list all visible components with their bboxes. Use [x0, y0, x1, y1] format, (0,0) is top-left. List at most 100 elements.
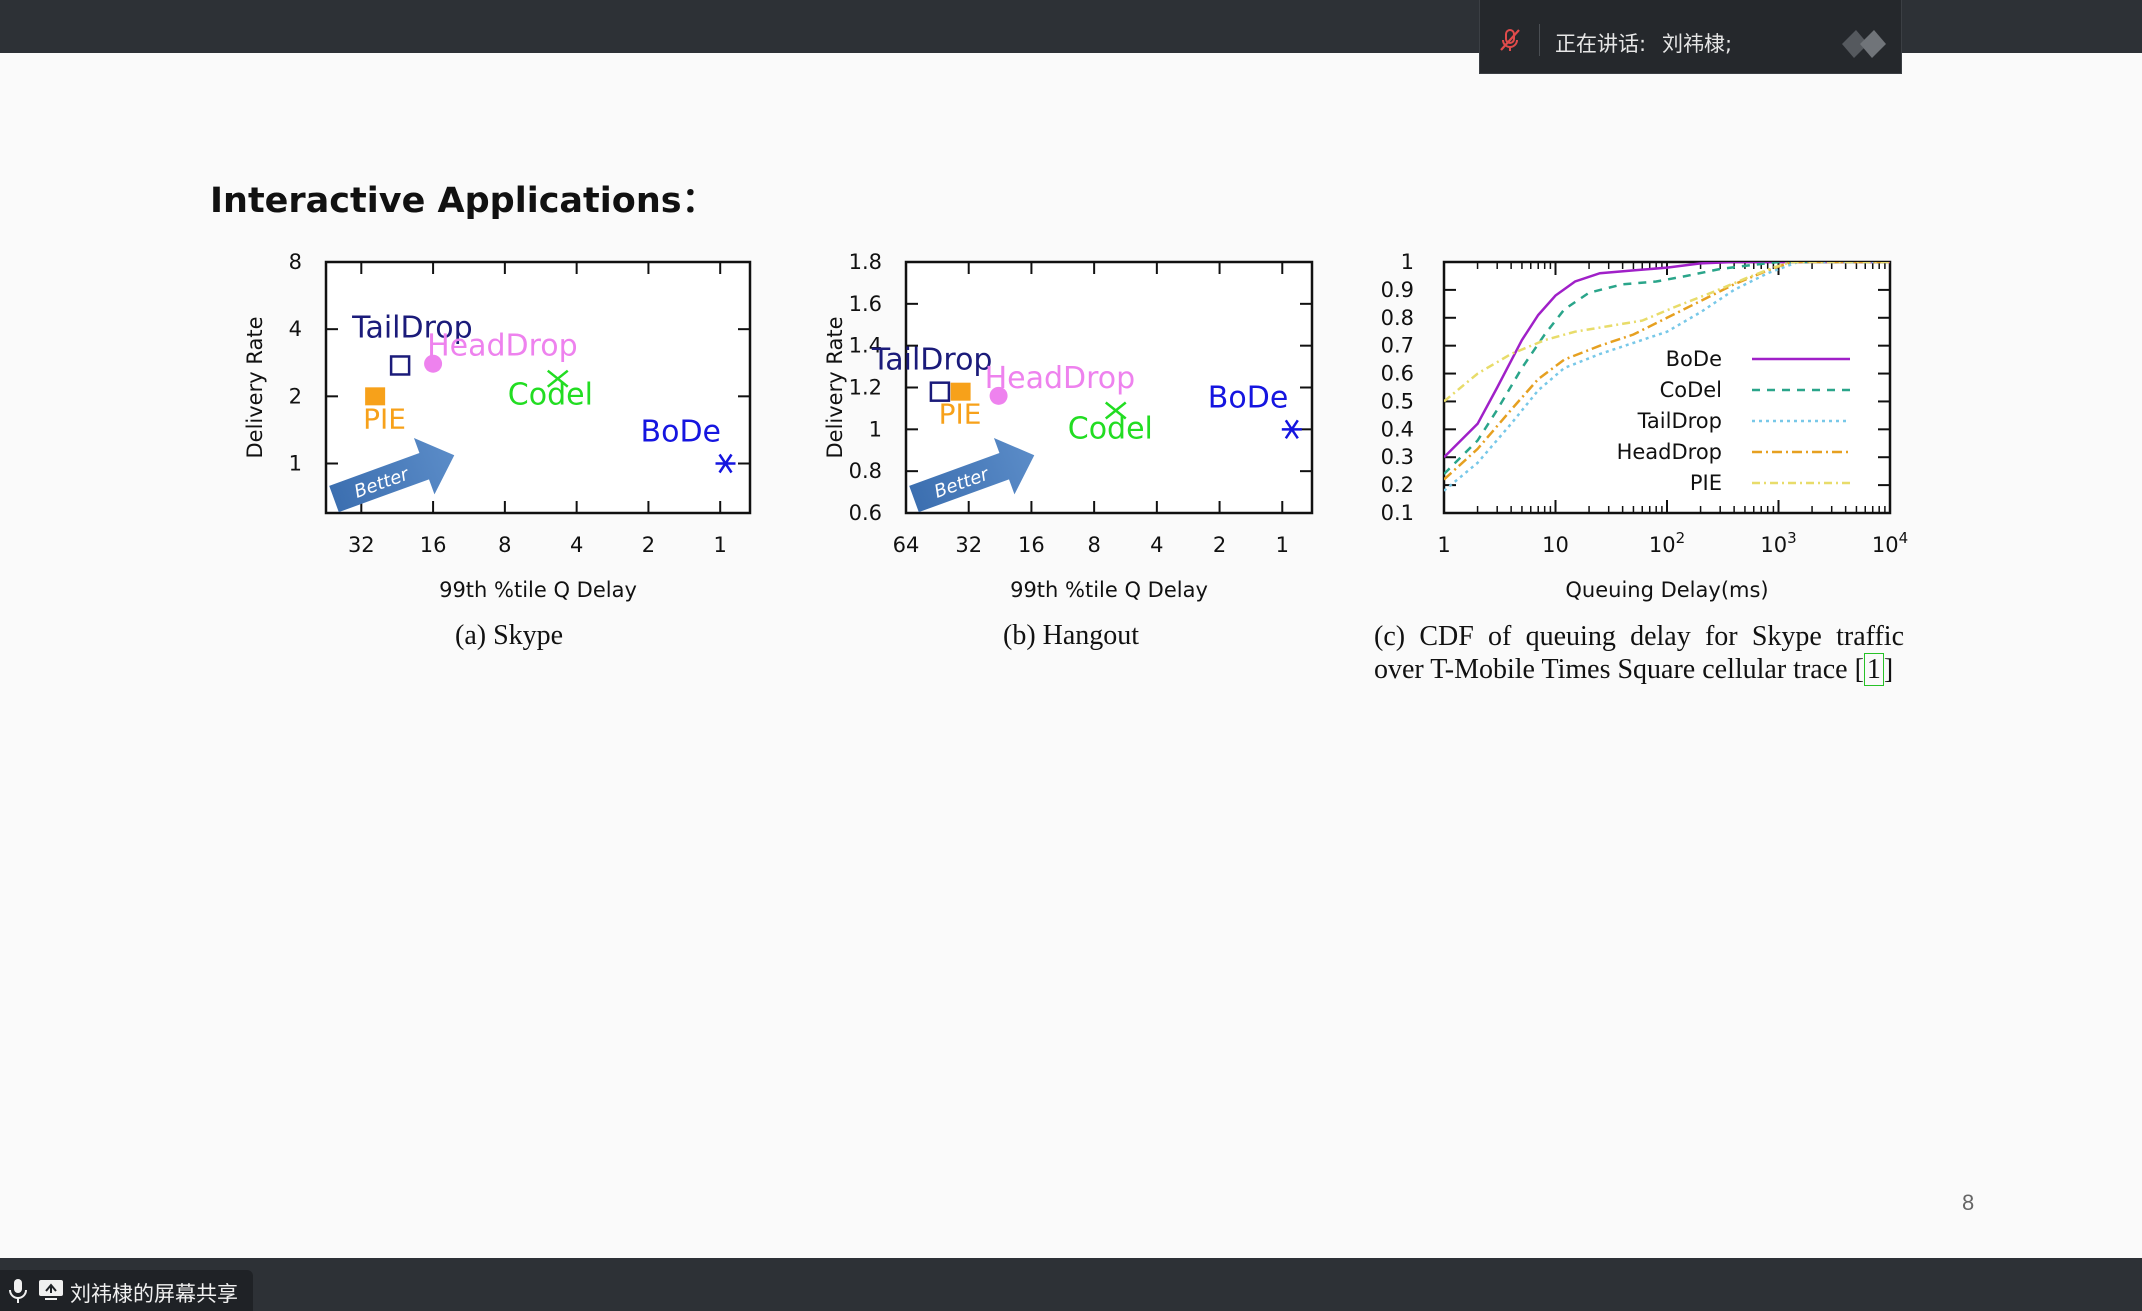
- x-tick-label: 10: [1542, 533, 1569, 557]
- marker-bode: [1281, 419, 1302, 440]
- slide-title: Interactive Applications：: [210, 181, 717, 221]
- y-tick-label: 0.8: [1381, 306, 1414, 330]
- y-tick-label: 0.6: [1381, 362, 1414, 386]
- x-tick-label: 16: [1018, 533, 1045, 557]
- better-arrow-shape: [909, 437, 1035, 513]
- y-tick-label: 1: [1401, 250, 1414, 274]
- y-tick-label: 0.6: [849, 501, 882, 525]
- page-number: 8: [1962, 1190, 1975, 1215]
- speaker-wave-icon: [1842, 30, 1886, 58]
- speaking-label: 正在讲话:: [1555, 32, 1647, 56]
- point-label-codel: Codel: [508, 378, 593, 413]
- x-tick-label: 104: [1872, 529, 1908, 557]
- point-label-headdrop: HeadDrop: [985, 361, 1136, 396]
- x-axis-label: Queuing Delay(ms): [1565, 578, 1768, 602]
- y-tick-label: 1.4: [849, 334, 882, 358]
- point-label-taildrop: TailDrop: [871, 343, 993, 378]
- point-label-pie: PIE: [939, 398, 982, 431]
- cdf-lines: [1444, 262, 1890, 492]
- x-tick-label: 4: [1150, 533, 1163, 557]
- y-tick-label: 0.3: [1381, 445, 1414, 469]
- series-line-taildrop: [1444, 262, 1890, 492]
- series-line-bode: [1444, 262, 1890, 459]
- caption-cdf: (c) CDF of queuing delay for Skype traff…: [1374, 620, 1904, 686]
- y-tick-label: 0.8: [849, 459, 882, 483]
- screen-share-tag[interactable]: 刘祎棣的屏幕共享: [0, 1270, 253, 1311]
- legend-label-headdrop: HeadDrop: [1617, 440, 1722, 464]
- x-axis-label: 99th %tile Q Delay: [1010, 578, 1208, 602]
- series-line-codel: [1444, 262, 1890, 475]
- x-tick-label: 2: [642, 533, 655, 557]
- x-tick-label: 8: [1087, 533, 1100, 557]
- series-line-pie: [1444, 262, 1890, 403]
- y-tick-label: 0.5: [1381, 389, 1414, 413]
- caption-cdf-line2-text: over T-Mobile Times Square cellular trac…: [1374, 654, 1864, 685]
- caption-skype: (a) Skype: [455, 620, 564, 651]
- speaker-divider: [1539, 24, 1540, 56]
- plot-frame: [1442, 260, 1892, 515]
- y-tick-label: 1.2: [849, 376, 882, 400]
- x-tick-label: 4: [570, 533, 583, 557]
- caption-hangout: (b) Hangout: [1003, 620, 1140, 651]
- y-tick-label: 8: [289, 250, 302, 274]
- legend-label-pie: PIE: [1690, 471, 1722, 495]
- share-label: 刘祎棣的屏幕共享: [70, 1282, 238, 1306]
- y-tick-label: 1: [869, 417, 882, 441]
- caption-cdf-line2-end: ]: [1883, 654, 1894, 685]
- y-tick-label: 0.4: [1381, 417, 1414, 441]
- marker-codel: [546, 369, 569, 388]
- x-tick-label: 8: [498, 533, 511, 557]
- y-tick-label: 2: [289, 384, 302, 408]
- better-arrow-shape: [329, 437, 455, 513]
- x-axis-label: 99th %tile Q Delay: [439, 578, 637, 602]
- marker-bode: [715, 453, 736, 474]
- chart-skype: 32 16 8 4 2 1 8 4 2 1 99th %tile Q Delay Delivery R…: [243, 250, 752, 602]
- x-tick-label: 102: [1649, 529, 1685, 557]
- y-axis-label: Delivery Rate: [243, 317, 267, 459]
- x-tick-label: 64: [893, 533, 920, 557]
- x-tick-label: 2: [1213, 533, 1226, 557]
- better-arrow: Better: [909, 437, 1035, 513]
- y-tick-label: 0.7: [1381, 334, 1414, 358]
- y-axis-label: Delivery Rate: [823, 317, 847, 459]
- marker-headdrop: [989, 386, 1008, 405]
- point-label-headdrop: HeadDrop: [427, 329, 578, 364]
- point-label-bode: BoDe: [641, 415, 722, 450]
- point-label-bode: BoDe: [1208, 380, 1289, 415]
- marker-pie: [365, 387, 386, 406]
- legend-label-bode: BoDe: [1666, 347, 1722, 371]
- point-label-taildrop: TailDrop: [351, 310, 473, 345]
- y-tick-label: 0.9: [1381, 278, 1414, 302]
- x-tick-label: 32: [348, 533, 375, 557]
- marker-taildrop: [389, 355, 411, 376]
- y-tick-label: 1.8: [849, 250, 882, 274]
- y-tick-label: 1.6: [849, 292, 882, 316]
- y-tick-label: 0.2: [1381, 473, 1414, 497]
- caption-cdf-line1: (c) CDF of queuing delay for Skype traff…: [1374, 621, 1904, 652]
- x-tick-label: 32: [955, 533, 982, 557]
- x-tick-label: 1: [714, 533, 727, 557]
- y-tick-label: 0.1: [1381, 501, 1414, 525]
- x-tick-label: 16: [420, 533, 447, 557]
- marker-headdrop: [424, 354, 443, 373]
- citation-link[interactable]: 1: [1863, 653, 1884, 686]
- active-speaker-panel: 正在讲话: 刘祎棣;: [1479, 0, 1902, 74]
- y-tick-label: 4: [289, 317, 302, 341]
- screen-share-icon: [39, 1280, 63, 1300]
- legend-label-codel: CoDel: [1660, 378, 1722, 402]
- point-label-pie: PIE: [363, 402, 406, 435]
- marker-pie: [950, 382, 971, 401]
- microphone-icon: [9, 1279, 27, 1303]
- chart-cdf: 1 10 102 103 104 1 0.9 0.8 0.7 0.6 0.5 0.4 0.3 0.2 0.1…: [1381, 250, 1909, 602]
- y-tick-label: 1: [289, 452, 302, 476]
- marker-codel: [1104, 401, 1127, 420]
- point-label-codel: Codel: [1068, 412, 1153, 447]
- x-tick-label: 1: [1276, 533, 1289, 557]
- caption-cdf-line2: over T-Mobile Times Square cellular trac…: [1374, 653, 1904, 686]
- legend-label-taildrop: TailDrop: [1637, 409, 1722, 433]
- chart-hangout: 64 32 16 8 4 2 1 1.8 1.6 1.4 1.2 1 0.8 0.6 99th %tile …: [823, 250, 1314, 602]
- meeting-bottom-bar: [0, 1258, 2142, 1311]
- series-line-headdrop: [1444, 262, 1890, 481]
- x-tick-label: 103: [1760, 529, 1796, 557]
